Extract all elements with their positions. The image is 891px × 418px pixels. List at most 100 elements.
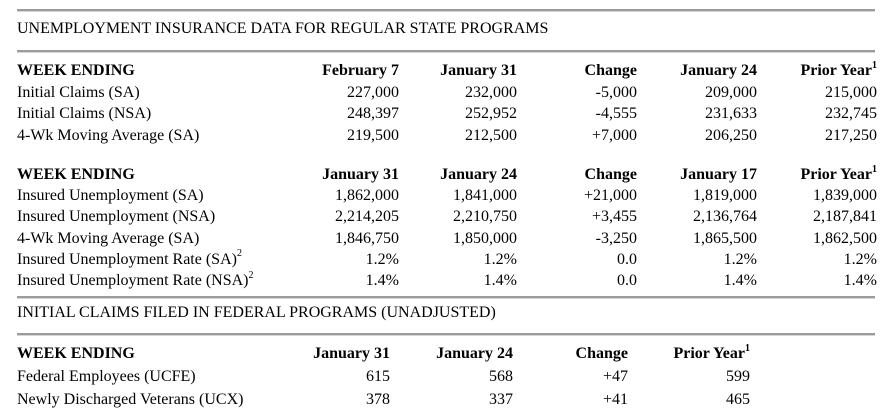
value-cell: 1.4% xyxy=(843,272,877,290)
column-header-label: January 24 xyxy=(440,166,517,183)
column-header-label: January 31 xyxy=(440,62,517,79)
value-cell: 1.4% xyxy=(483,272,517,290)
row-label: 4-Wk Moving Average (SA) xyxy=(17,228,279,249)
value-cell: 206,250 xyxy=(705,126,757,144)
row-label: Insured Unemployment (SA) xyxy=(17,185,279,206)
value-cell: 2,210,750 xyxy=(453,208,517,226)
value-cell: 599 xyxy=(726,368,750,385)
table-header-row: WEEK ENDING January 31 January 24 Change… xyxy=(17,342,877,365)
column-header-january-24: January 24 xyxy=(637,60,757,82)
state-insured-unemployment-table: WEEK ENDING January 31 January 24 Change… xyxy=(17,164,877,291)
table-header-row: WEEK ENDING January 31 January 24 Change… xyxy=(17,164,877,185)
value-cell: 227,000 xyxy=(347,83,399,101)
column-header-label: January 31 xyxy=(322,166,399,183)
horizontal-rule xyxy=(17,333,875,336)
section-title-federal-programs: INITIAL CLAIMS FILED IN FEDERAL PROGRAMS… xyxy=(17,304,496,321)
row-label-text: Initial Claims (NSA) xyxy=(17,105,152,122)
column-header-january-31: January 31 xyxy=(399,60,517,82)
row-label-text: 4-Wk Moving Average (SA) xyxy=(17,126,200,144)
table-row: Insured Unemployment (SA) 1,862,000 1,84… xyxy=(17,185,877,206)
table-row: Newly Discharged Veterans (UCX) 378 337 … xyxy=(17,388,877,411)
table-row: 4-Wk Moving Average (SA) 219,500 212,500… xyxy=(17,125,877,147)
value-cell: +3,455 xyxy=(591,208,637,226)
row-label-text: Newly Discharged Veterans (UCX) xyxy=(17,391,244,408)
row-label-text: Insured Unemployment Rate (SA) xyxy=(17,250,237,268)
column-header-label: Change xyxy=(584,166,637,183)
value-cell: +7,000 xyxy=(591,126,637,144)
value-cell: 1,850,000 xyxy=(453,229,517,247)
horizontal-rule xyxy=(17,50,875,53)
filler-cell xyxy=(750,365,877,388)
value-cell: +21,000 xyxy=(583,187,637,205)
column-header-label: January 31 xyxy=(313,345,390,362)
filler-cell xyxy=(750,388,877,411)
value-cell: 2,136,764 xyxy=(693,208,757,226)
column-header-week-ending: WEEK ENDING xyxy=(17,166,135,183)
value-cell: 1,862,500 xyxy=(813,229,877,247)
value-cell: 1,846,750 xyxy=(335,229,399,247)
row-label: Initial Claims (NSA) xyxy=(17,103,279,125)
value-cell: 232,745 xyxy=(825,105,877,122)
row-label: Insured Unemployment Rate (NSA)2 xyxy=(17,270,279,291)
value-cell: -4,555 xyxy=(595,105,637,122)
column-header-label: Prior Year xyxy=(800,166,872,183)
table-row: Federal Employees (UCFE) 615 568 +47 599 xyxy=(17,365,877,388)
column-header-january-31: January 31 xyxy=(279,342,390,365)
table-row: Initial Claims (NSA) 248,397 252,952 -4,… xyxy=(17,103,877,125)
row-label-text: Insured Unemployment (SA) xyxy=(17,187,204,205)
value-cell: 1,839,000 xyxy=(813,187,877,205)
table-row: Insured Unemployment Rate (NSA)2 1.4% 1.… xyxy=(17,270,877,291)
horizontal-rule xyxy=(17,296,875,299)
value-cell: 1,841,000 xyxy=(453,187,517,205)
value-cell: 212,500 xyxy=(465,126,517,144)
footnote-marker: 1 xyxy=(872,163,877,175)
table-row: 4-Wk Moving Average (SA) 1,846,750 1,850… xyxy=(17,228,877,249)
table-header-row: WEEK ENDING February 7 January 31 Change… xyxy=(17,60,877,82)
column-header-change: Change xyxy=(517,60,637,82)
value-cell: 217,250 xyxy=(825,126,877,144)
value-cell: -3,250 xyxy=(595,229,637,247)
value-cell: 378 xyxy=(366,391,390,408)
value-cell: 215,000 xyxy=(825,83,877,101)
footnote-marker: 2 xyxy=(236,248,242,260)
row-label: Newly Discharged Veterans (UCX) xyxy=(17,388,279,411)
row-label: Federal Employees (UCFE) xyxy=(17,365,279,388)
column-header-label: January 24 xyxy=(680,62,757,79)
value-cell: 231,633 xyxy=(705,105,757,122)
column-header-january-24: January 24 xyxy=(399,164,517,185)
row-label-text: Insured Unemployment Rate (NSA) xyxy=(17,272,249,290)
column-header-label: Prior Year xyxy=(800,62,872,79)
row-label-text: Insured Unemployment (NSA) xyxy=(17,208,216,226)
value-cell: 2,214,205 xyxy=(335,208,399,226)
value-cell: +41 xyxy=(602,391,628,408)
column-header-label: Change xyxy=(575,345,628,362)
value-cell: -5,000 xyxy=(595,83,637,101)
value-cell: 337 xyxy=(489,391,513,408)
value-cell: 1.2% xyxy=(723,250,757,268)
column-header-february-7: February 7 xyxy=(279,60,399,82)
value-cell: 1.2% xyxy=(843,250,877,268)
row-label-text: Federal Employees (UCFE) xyxy=(17,368,196,385)
column-header-label: January 24 xyxy=(436,345,513,362)
value-cell: 209,000 xyxy=(705,83,757,101)
column-header-label: Prior Year xyxy=(673,345,745,362)
horizontal-rule xyxy=(17,9,875,12)
column-header-week-ending: WEEK ENDING xyxy=(17,62,135,79)
value-cell: 1.4% xyxy=(723,272,757,290)
value-cell: 1.2% xyxy=(483,250,517,268)
column-header-label: Change xyxy=(584,62,637,79)
state-weekly-claims-table: WEEK ENDING February 7 January 31 Change… xyxy=(17,60,877,146)
filler-cell xyxy=(750,342,877,365)
row-label: Insured Unemployment (NSA) xyxy=(17,206,279,227)
row-label: 4-Wk Moving Average (SA) xyxy=(17,125,279,147)
value-cell: 252,952 xyxy=(465,105,517,122)
value-cell: 465 xyxy=(726,391,750,408)
column-header-prior-year: Prior Year1 xyxy=(628,342,750,365)
value-cell: 0.0 xyxy=(617,250,637,268)
column-header-january-17: January 17 xyxy=(637,164,757,185)
value-cell: 219,500 xyxy=(347,126,399,144)
column-header-change: Change xyxy=(513,342,628,365)
value-cell: 615 xyxy=(366,368,390,385)
value-cell: 1.2% xyxy=(365,250,399,268)
